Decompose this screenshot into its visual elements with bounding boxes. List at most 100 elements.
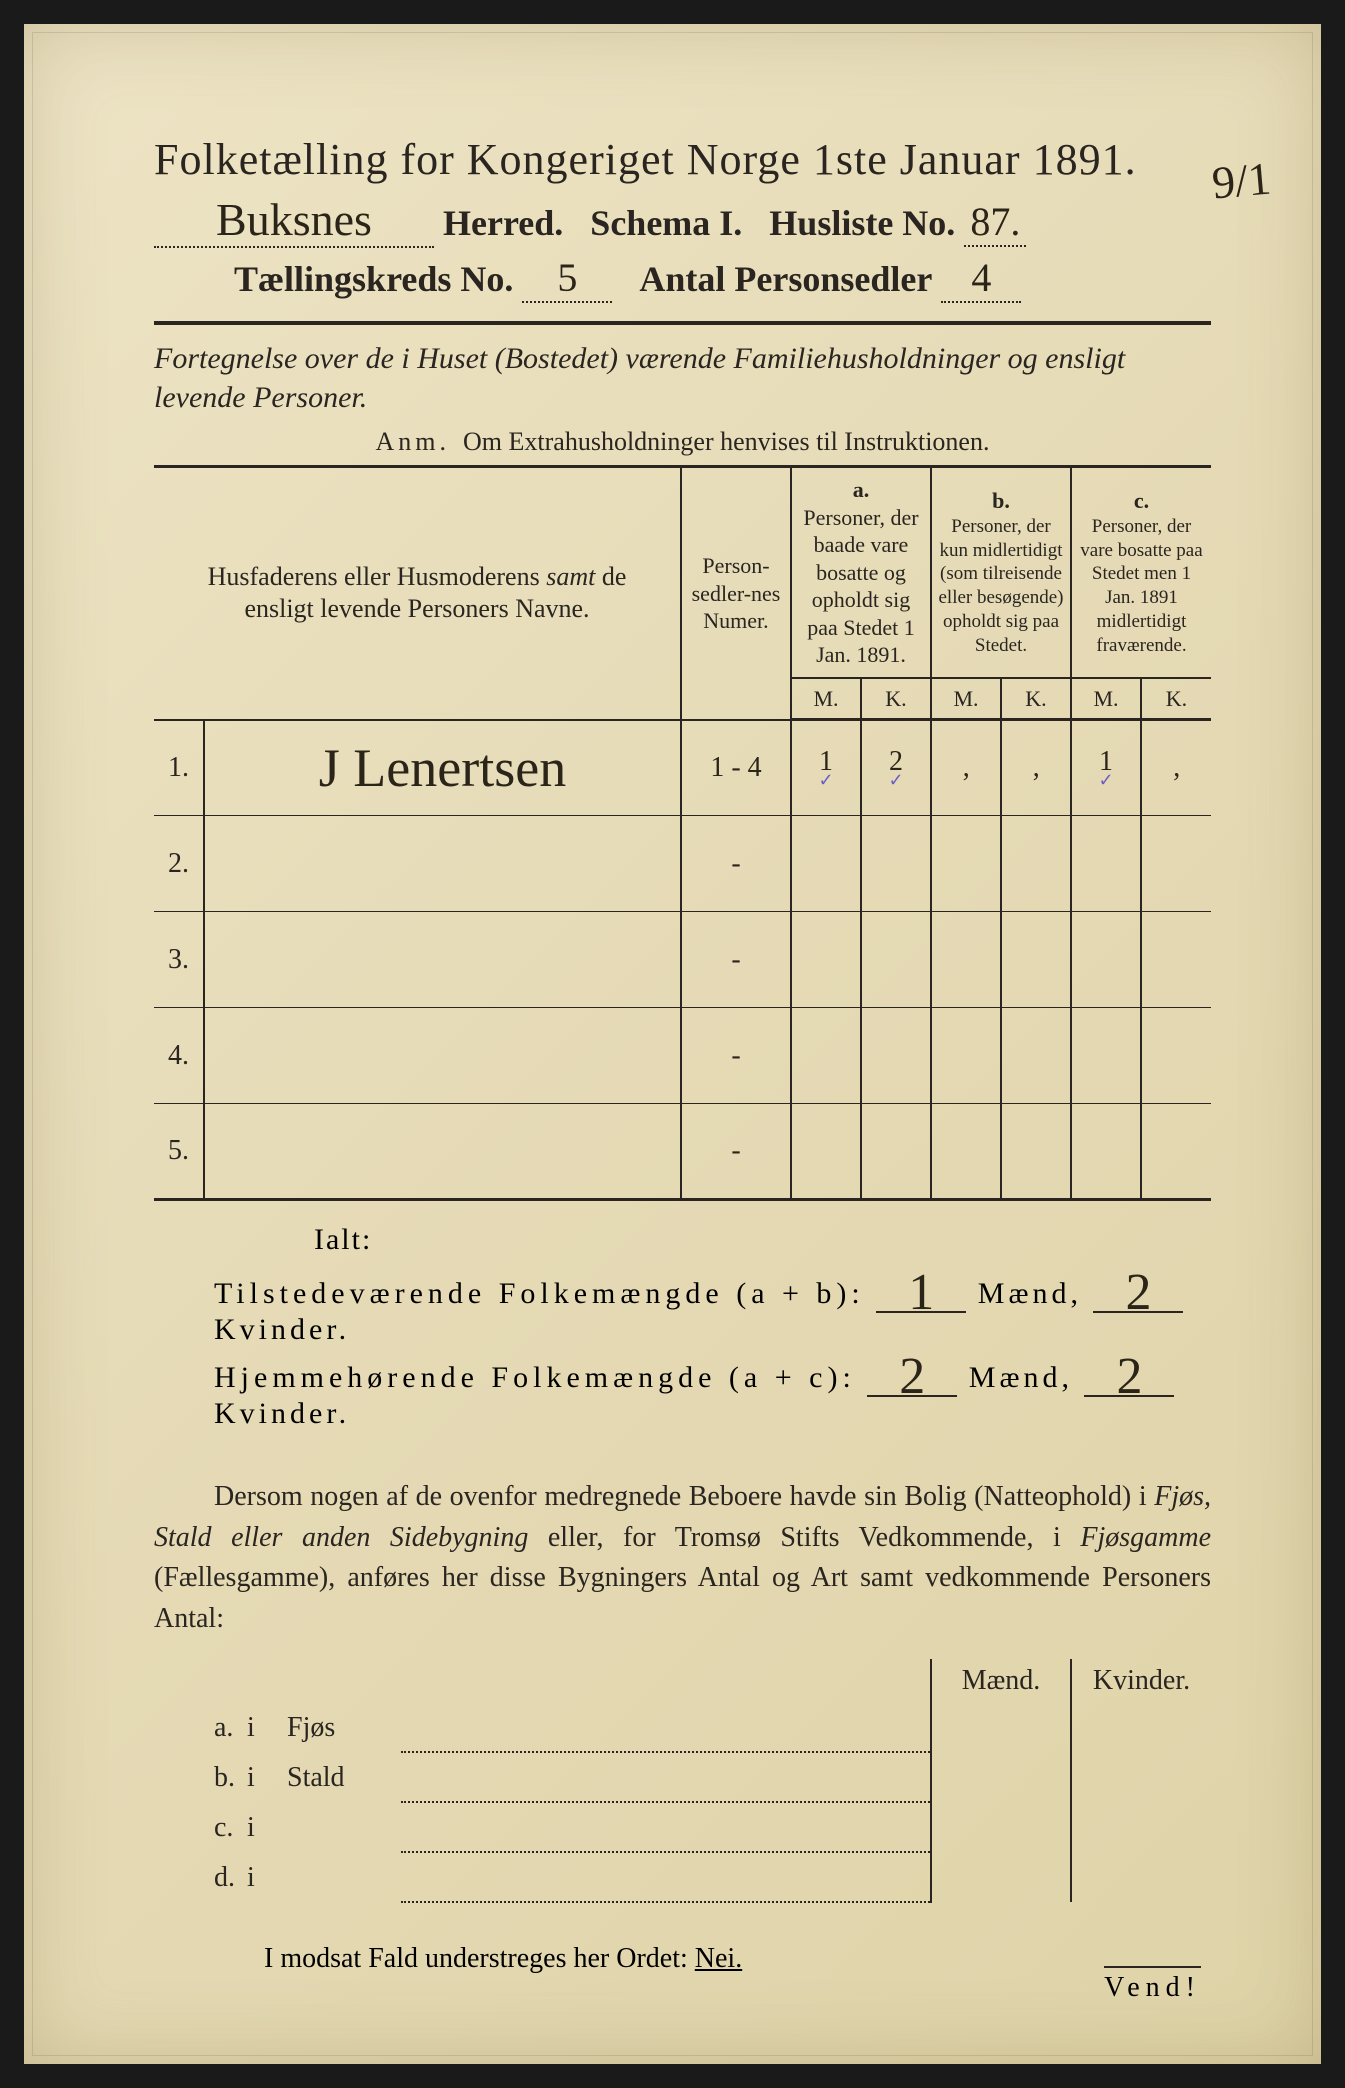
byg-k bbox=[1071, 1802, 1211, 1852]
row-b-k bbox=[1001, 816, 1071, 912]
personsedler-no: 4 bbox=[971, 255, 991, 300]
row-b-m bbox=[931, 816, 1001, 912]
row-a-k bbox=[861, 912, 931, 1008]
bygning-row: d.i bbox=[154, 1852, 1211, 1902]
row-a-m: 1✓ bbox=[791, 720, 861, 816]
row-num: 5. bbox=[154, 1104, 204, 1200]
husliste-no: 87. bbox=[970, 199, 1020, 244]
hjemme-m: 2 bbox=[899, 1348, 925, 1405]
byg-k bbox=[1071, 1852, 1211, 1902]
table-body: 1.J Lenertsen1 - 41✓2✓‚‚1✓‚2.-3.-4.-5.- bbox=[154, 720, 1211, 1200]
paragraph: Dersom nogen af de ovenfor medregnede Be… bbox=[154, 1477, 1211, 1639]
byg-label: Fjøs bbox=[281, 1703, 401, 1752]
row-numer: - bbox=[681, 1104, 791, 1200]
row-b-k bbox=[1001, 912, 1071, 1008]
totals-line-2: Hjemmehørende Folkemængde (a + c): 2 Mæn… bbox=[214, 1355, 1211, 1431]
th-b-text: Personer, der kun midlertidigt (som tilr… bbox=[938, 515, 1064, 658]
row-a-m bbox=[791, 912, 861, 1008]
kvinder-2: Kvinder. bbox=[214, 1397, 350, 1430]
byg-k bbox=[1071, 1703, 1211, 1752]
main-title: Folketælling for Kongeriget Norge 1ste J… bbox=[154, 134, 1211, 185]
th-c-k: K. bbox=[1141, 678, 1211, 720]
byg-head-k: Kvinder. bbox=[1071, 1659, 1211, 1703]
byg-label bbox=[281, 1802, 401, 1852]
table-row: 5. - bbox=[154, 1104, 1211, 1200]
anm-prefix: Anm. bbox=[376, 427, 451, 456]
row-numer: - bbox=[681, 1008, 791, 1104]
table-row: 2.- bbox=[154, 816, 1211, 912]
byg-dots bbox=[401, 1802, 931, 1852]
title-text: Folketælling for Kongeriget Norge 1ste J… bbox=[154, 135, 1137, 184]
row-numer: - bbox=[681, 912, 791, 1008]
byg-dots bbox=[401, 1852, 931, 1902]
row-c-k bbox=[1141, 912, 1211, 1008]
byg-m bbox=[931, 1802, 1071, 1852]
vend-label: Vend! bbox=[1104, 1966, 1201, 2004]
row-numer: 1 - 4 bbox=[681, 720, 791, 816]
tilstede-label: Tilstedeværende Folkemængde (a + b): bbox=[214, 1277, 865, 1310]
hjemme-k: 2 bbox=[1116, 1348, 1142, 1405]
th-b-head: b. bbox=[938, 487, 1064, 515]
schema-label: Schema I. bbox=[590, 203, 742, 243]
subtitle: Fortegnelse over de i Huset (Bostedet) v… bbox=[154, 339, 1211, 417]
th-c: c. Personer, der vare bosatte paa Stedet… bbox=[1071, 467, 1211, 678]
byg-m bbox=[931, 1852, 1071, 1902]
row-num: 1. bbox=[154, 720, 204, 816]
row-num: 3. bbox=[154, 912, 204, 1008]
bygning-body: a.iFjøs b.iStald c.i d.i bbox=[154, 1703, 1211, 1902]
table-row: 4. - bbox=[154, 1008, 1211, 1104]
byg-m bbox=[931, 1703, 1071, 1752]
row-b-k bbox=[1001, 1008, 1071, 1104]
tilstede-k: 2 bbox=[1125, 1264, 1151, 1321]
byg-letter: c. bbox=[154, 1802, 241, 1852]
row-a-k: 2✓ bbox=[861, 720, 931, 816]
byg-label bbox=[281, 1852, 401, 1902]
table-row: 3. - bbox=[154, 912, 1211, 1008]
byg-letter: b. bbox=[154, 1752, 241, 1802]
byg-i: i bbox=[241, 1752, 281, 1802]
th-a-text: Personer, der baade vare bosatte og opho… bbox=[798, 504, 924, 669]
byg-m bbox=[931, 1752, 1071, 1802]
th-b: b. Personer, der kun midlertidigt (som t… bbox=[931, 467, 1071, 678]
row-name bbox=[204, 1104, 681, 1200]
kreds-label: Tællingskreds No. bbox=[234, 259, 513, 299]
row-c-m bbox=[1071, 912, 1141, 1008]
row-a-m bbox=[791, 1104, 861, 1200]
row-b-k: ‚ bbox=[1001, 720, 1071, 816]
byg-letter: d. bbox=[154, 1852, 241, 1902]
bygning-table: Mænd. Kvinder. a.iFjøs b.iStald c.i d.i bbox=[154, 1659, 1211, 1903]
byg-i: i bbox=[241, 1802, 281, 1852]
bygning-row: b.iStald bbox=[154, 1752, 1211, 1802]
byg-k bbox=[1071, 1752, 1211, 1802]
byg-label: Stald bbox=[281, 1752, 401, 1802]
herred-label: Herred. bbox=[443, 203, 563, 243]
maend-2: Mænd, bbox=[969, 1361, 1073, 1394]
th-c-m: M. bbox=[1071, 678, 1141, 720]
bygning-row: a.iFjøs bbox=[154, 1703, 1211, 1752]
maend-1: Mænd, bbox=[978, 1277, 1082, 1310]
row-c-k bbox=[1141, 1104, 1211, 1200]
row-a-k bbox=[861, 1008, 931, 1104]
row-name bbox=[204, 912, 681, 1008]
row-b-m bbox=[931, 1008, 1001, 1104]
byg-dots bbox=[401, 1703, 931, 1752]
kreds-no: 5 bbox=[557, 255, 577, 300]
th-b-m: M. bbox=[931, 678, 1001, 720]
row-name: J Lenertsen bbox=[204, 720, 681, 816]
row-a-k bbox=[861, 1104, 931, 1200]
th-a: a. Personer, der baade vare bosatte og o… bbox=[791, 467, 931, 678]
th-a-m: M. bbox=[791, 678, 861, 720]
row-c-m bbox=[1071, 1104, 1141, 1200]
rule-1 bbox=[154, 321, 1211, 325]
row-a-k bbox=[861, 816, 931, 912]
row-c-m bbox=[1071, 1008, 1141, 1104]
row-b-m: ‚ bbox=[931, 720, 1001, 816]
th-name: Husfaderens eller Husmoderens samt de en… bbox=[154, 467, 681, 720]
census-form-page: 9/1 Folketælling for Kongeriget Norge 1s… bbox=[20, 20, 1325, 2068]
tilstede-m: 1 bbox=[908, 1264, 934, 1321]
row-b-m bbox=[931, 912, 1001, 1008]
th-c-head: c. bbox=[1078, 487, 1205, 515]
row-num: 4. bbox=[154, 1008, 204, 1104]
th-numer: Person-sedler-nes Numer. bbox=[681, 467, 791, 720]
header-line-3: Tællingskreds No. 5 Antal Personsedler 4 bbox=[154, 254, 1211, 303]
